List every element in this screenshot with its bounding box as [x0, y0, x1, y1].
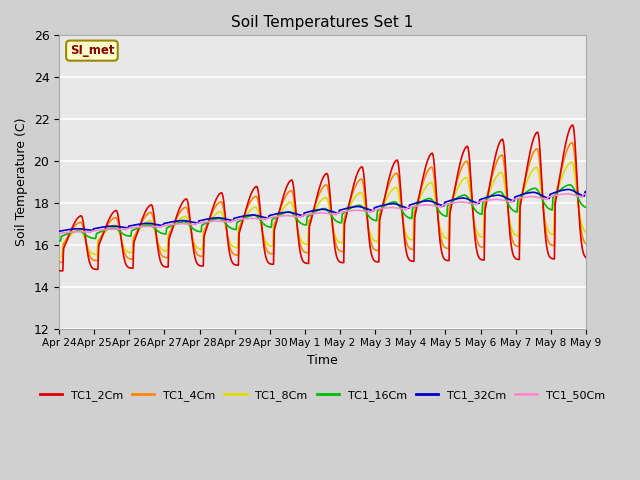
- TC1_32Cm: [365, 207, 373, 213]
- Text: SI_met: SI_met: [70, 44, 114, 57]
- TC1_16Cm: [315, 207, 323, 213]
- Line: TC1_50Cm: TC1_50Cm: [59, 194, 586, 233]
- TC1_8Cm: [195, 245, 202, 251]
- TC1_50Cm: [171, 221, 179, 227]
- TC1_32Cm: [564, 187, 572, 192]
- TC1_2Cm: [58, 268, 65, 274]
- TC1_2Cm: [534, 131, 542, 137]
- TC1_32Cm: [171, 218, 179, 224]
- TC1_8Cm: [534, 168, 542, 174]
- TC1_16Cm: [55, 238, 63, 244]
- TC1_4Cm: [172, 217, 179, 223]
- TC1_32Cm: [534, 191, 541, 196]
- Line: TC1_32Cm: TC1_32Cm: [59, 190, 586, 231]
- TC1_50Cm: [417, 202, 425, 208]
- TC1_4Cm: [58, 259, 65, 265]
- TC1_50Cm: [314, 210, 322, 216]
- TC1_16Cm: [57, 238, 65, 244]
- TC1_4Cm: [418, 183, 426, 189]
- Line: TC1_8Cm: TC1_8Cm: [59, 162, 586, 256]
- Line: TC1_4Cm: TC1_4Cm: [59, 143, 586, 262]
- TC1_16Cm: [172, 221, 179, 227]
- TC1_8Cm: [366, 230, 374, 236]
- Line: TC1_2Cm: TC1_2Cm: [59, 125, 586, 271]
- TC1_2Cm: [569, 122, 577, 128]
- TC1_4Cm: [568, 140, 576, 145]
- TC1_16Cm: [534, 189, 542, 194]
- TC1_8Cm: [582, 229, 589, 235]
- TC1_32Cm: [582, 189, 589, 194]
- TC1_2Cm: [172, 217, 179, 223]
- Line: TC1_16Cm: TC1_16Cm: [59, 185, 586, 241]
- TC1_50Cm: [365, 209, 373, 215]
- TC1_2Cm: [55, 268, 63, 274]
- TC1_16Cm: [566, 182, 573, 188]
- TC1_16Cm: [582, 204, 589, 210]
- TC1_32Cm: [417, 199, 425, 204]
- TC1_8Cm: [315, 201, 323, 206]
- Title: Soil Temperatures Set 1: Soil Temperatures Set 1: [231, 15, 413, 30]
- TC1_50Cm: [55, 230, 63, 236]
- TC1_8Cm: [418, 191, 426, 197]
- TC1_8Cm: [568, 159, 575, 165]
- TC1_32Cm: [55, 228, 63, 234]
- Legend: TC1_2Cm, TC1_4Cm, TC1_8Cm, TC1_16Cm, TC1_32Cm, TC1_50Cm: TC1_2Cm, TC1_4Cm, TC1_8Cm, TC1_16Cm, TC1…: [35, 385, 610, 405]
- TC1_4Cm: [582, 241, 589, 247]
- TC1_8Cm: [55, 253, 63, 259]
- TC1_50Cm: [193, 220, 201, 226]
- TC1_2Cm: [315, 187, 323, 192]
- TC1_50Cm: [534, 194, 541, 200]
- TC1_2Cm: [366, 244, 374, 250]
- TC1_50Cm: [582, 191, 589, 197]
- TC1_2Cm: [195, 262, 202, 267]
- TC1_32Cm: [193, 220, 201, 226]
- TC1_16Cm: [195, 228, 202, 234]
- TC1_16Cm: [366, 215, 374, 220]
- TC1_32Cm: [314, 207, 322, 213]
- TC1_16Cm: [418, 198, 426, 204]
- TC1_4Cm: [55, 259, 63, 265]
- TC1_2Cm: [582, 254, 589, 260]
- TC1_4Cm: [195, 252, 202, 258]
- X-axis label: Time: Time: [307, 354, 338, 367]
- TC1_2Cm: [418, 180, 426, 185]
- TC1_4Cm: [366, 235, 374, 241]
- TC1_4Cm: [315, 192, 323, 198]
- TC1_8Cm: [172, 221, 179, 227]
- TC1_4Cm: [534, 149, 542, 155]
- Y-axis label: Soil Temperature (C): Soil Temperature (C): [15, 118, 28, 246]
- TC1_8Cm: [58, 253, 65, 259]
